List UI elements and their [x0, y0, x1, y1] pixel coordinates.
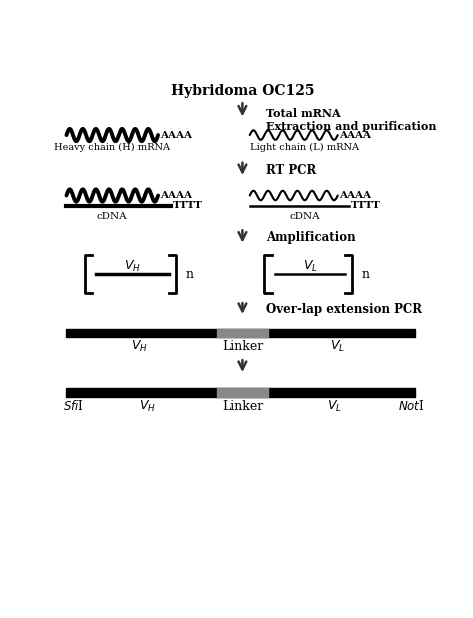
- Text: $V_H$: $V_H$: [124, 260, 141, 274]
- Text: $V_H$: $V_H$: [139, 399, 156, 414]
- Text: Linker: Linker: [222, 340, 263, 353]
- Text: TTTT: TTTT: [350, 201, 380, 211]
- Text: AAAA: AAAA: [160, 191, 192, 200]
- Text: cDNA: cDNA: [289, 213, 320, 221]
- Text: AAAA: AAAA: [340, 130, 372, 140]
- Text: AAAA: AAAA: [160, 130, 192, 140]
- Text: $\mathit{Not}$I: $\mathit{Not}$I: [398, 399, 424, 413]
- Text: $V_L$: $V_L$: [327, 399, 342, 414]
- Text: Total mRNA
Extraction and purification: Total mRNA Extraction and purification: [266, 108, 437, 132]
- Text: n: n: [185, 268, 193, 281]
- Text: RT PCR: RT PCR: [266, 164, 316, 177]
- Text: Heavy chain (H) mRNA: Heavy chain (H) mRNA: [54, 143, 170, 153]
- Text: TTTT: TTTT: [173, 201, 202, 211]
- Text: Light chain (L) mRNA: Light chain (L) mRNA: [250, 143, 359, 153]
- Text: $V_L$: $V_L$: [303, 260, 318, 274]
- Text: $V_L$: $V_L$: [330, 339, 345, 354]
- Text: Amplification: Amplification: [266, 231, 356, 244]
- Text: Linker: Linker: [222, 400, 263, 413]
- Text: AAAA: AAAA: [340, 191, 372, 200]
- Text: Over-lap extension PCR: Over-lap extension PCR: [266, 303, 422, 316]
- Text: $\mathit{Sfi}$I: $\mathit{Sfi}$I: [63, 399, 84, 413]
- Text: cDNA: cDNA: [97, 213, 128, 221]
- Text: Hybridoma OC125: Hybridoma OC125: [171, 84, 314, 98]
- Text: $V_H$: $V_H$: [131, 339, 148, 354]
- Text: n: n: [361, 268, 369, 281]
